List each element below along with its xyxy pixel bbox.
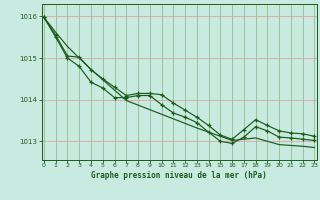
X-axis label: Graphe pression niveau de la mer (hPa): Graphe pression niveau de la mer (hPa) (91, 171, 267, 180)
